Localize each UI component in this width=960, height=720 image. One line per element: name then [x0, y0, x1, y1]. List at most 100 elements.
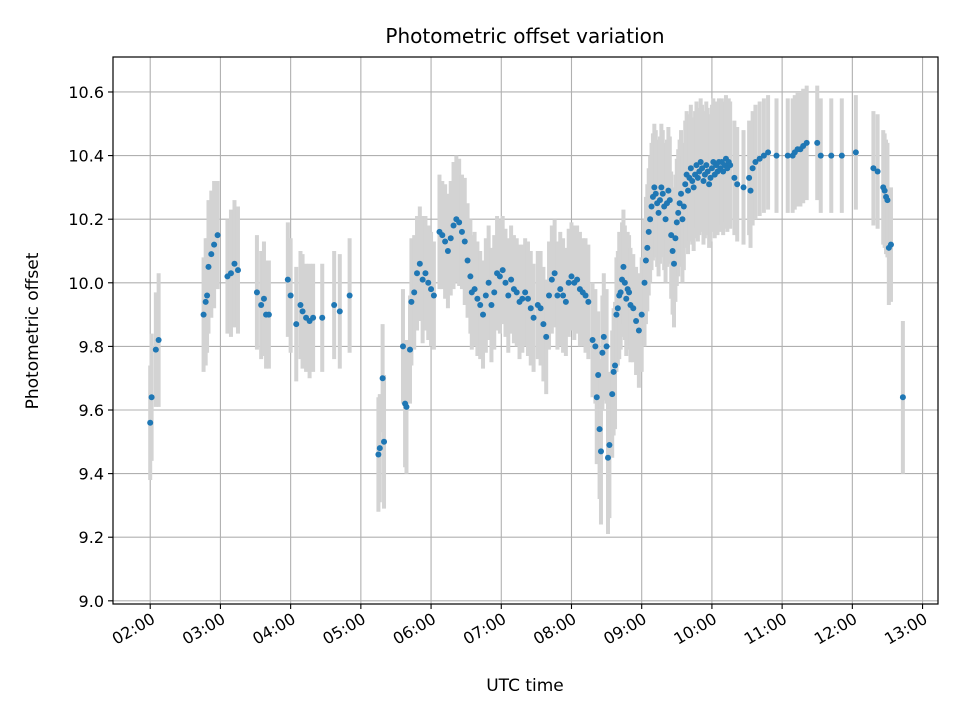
data-point — [376, 445, 383, 452]
data-point — [297, 302, 304, 309]
data-point — [666, 197, 673, 204]
data-point — [675, 209, 682, 216]
data-point — [673, 219, 680, 226]
data-point — [464, 257, 471, 264]
data-point — [204, 292, 211, 299]
data-point — [693, 162, 700, 169]
data-point — [651, 184, 658, 191]
data-point — [641, 279, 648, 286]
data-point — [671, 260, 677, 267]
data-point — [202, 298, 209, 305]
data-point — [253, 289, 260, 296]
y-tick-label: 9.2 — [79, 528, 104, 547]
data-point — [231, 260, 238, 267]
data-point — [596, 426, 603, 433]
data-point — [593, 394, 600, 401]
data-point — [756, 155, 763, 162]
data-point — [546, 292, 553, 299]
data-point — [477, 302, 484, 309]
data-point — [407, 346, 413, 353]
data-point — [621, 279, 628, 286]
data-point — [214, 232, 221, 239]
data-point — [703, 162, 710, 169]
data-point — [760, 152, 767, 159]
data-point — [540, 321, 547, 328]
y-tick-label: 9.8 — [79, 337, 104, 356]
data-point — [589, 337, 596, 344]
data-point — [299, 308, 306, 315]
data-point — [638, 311, 645, 318]
data-point — [720, 168, 727, 175]
data-point — [676, 200, 683, 207]
data-point — [502, 279, 509, 286]
data-point — [403, 403, 410, 410]
data-point — [682, 181, 689, 188]
data-point — [784, 152, 791, 159]
data-point — [519, 295, 526, 302]
data-point — [606, 441, 613, 448]
data-point — [557, 286, 564, 293]
data-point — [442, 238, 449, 245]
y-tick-label: 10.4 — [68, 147, 104, 166]
data-point — [727, 162, 734, 169]
data-point — [765, 149, 772, 156]
data-point — [881, 187, 888, 194]
y-tick-label: 10.6 — [68, 83, 104, 102]
data-points — [147, 139, 906, 461]
data-point — [612, 362, 619, 369]
data-point — [439, 232, 446, 239]
data-point — [706, 181, 713, 188]
data-point — [548, 276, 555, 283]
data-point — [659, 190, 666, 197]
data-point — [562, 298, 569, 305]
data-point — [630, 305, 637, 312]
y-axis-title: Photometric offset — [23, 252, 43, 409]
data-point — [496, 273, 503, 280]
data-point — [227, 270, 234, 277]
data-point — [527, 305, 534, 312]
y-tick-label: 9.6 — [79, 401, 104, 420]
data-point — [694, 174, 701, 181]
data-point — [887, 241, 894, 248]
y-tick-label: 10.0 — [68, 274, 104, 293]
data-point — [480, 311, 487, 318]
data-point — [685, 187, 692, 194]
data-point — [310, 314, 317, 321]
data-point — [379, 375, 386, 382]
data-point — [700, 178, 707, 185]
data-point — [672, 235, 679, 242]
data-point — [554, 292, 561, 299]
data-point — [211, 241, 218, 248]
data-point — [746, 174, 753, 181]
data-point — [425, 279, 432, 286]
data-point — [491, 289, 498, 296]
data-point — [319, 314, 326, 321]
data-point — [623, 295, 630, 302]
data-point — [508, 276, 515, 283]
data-point — [585, 298, 592, 305]
data-point — [458, 228, 465, 235]
data-point — [208, 251, 215, 258]
data-point — [414, 270, 421, 277]
data-point — [648, 203, 655, 210]
data-point — [603, 343, 610, 350]
data-point — [669, 247, 676, 254]
data-point — [645, 228, 652, 235]
data-point — [522, 289, 529, 296]
data-point — [447, 235, 454, 242]
data-point — [524, 295, 531, 302]
data-point — [668, 232, 675, 239]
data-point — [828, 152, 835, 159]
data-point — [574, 276, 581, 283]
data-point — [416, 260, 423, 267]
data-point — [205, 263, 212, 270]
data-point — [568, 273, 575, 280]
data-point — [740, 184, 747, 191]
data-point — [450, 222, 457, 229]
data-point — [731, 174, 738, 181]
data-point — [626, 289, 633, 296]
data-point — [814, 139, 821, 146]
data-point — [265, 311, 272, 318]
